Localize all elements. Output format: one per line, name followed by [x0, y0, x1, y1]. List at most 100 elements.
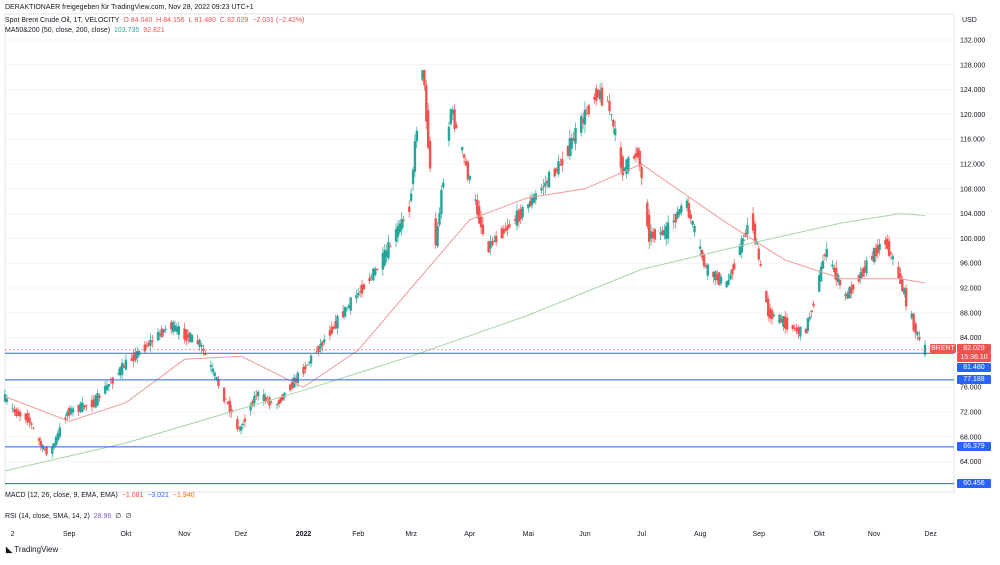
y-tick-label: 124.000: [960, 87, 985, 94]
candle-body: [398, 223, 402, 233]
candle-body: [164, 328, 167, 330]
candle-body: [672, 220, 675, 223]
candle-body: [515, 210, 519, 226]
candle-body: [874, 247, 878, 257]
ma-legend[interactable]: MA50&200 (50, close, 200, close) 103.735…: [5, 27, 167, 34]
x-tick-label: Mrz: [405, 531, 417, 538]
candle-body: [81, 402, 84, 412]
brent-symbol-tag: BRENT: [930, 344, 956, 353]
candle-body: [625, 159, 628, 175]
candle-body: [833, 267, 836, 273]
candle-body: [674, 214, 677, 223]
candle-body: [268, 397, 271, 406]
candle-body: [296, 372, 300, 383]
candle-body: [732, 263, 736, 270]
candle-body: [746, 225, 749, 235]
candle-body: [795, 327, 798, 331]
candle-body: [85, 405, 88, 407]
tradingview-logo-text: TradingView: [14, 545, 59, 554]
candle-body: [389, 246, 392, 248]
candle-body: [634, 152, 638, 158]
rsi-value-3: ∅: [125, 513, 132, 520]
candle-body: [222, 387, 226, 402]
candle-body: [451, 109, 454, 115]
symbol-line[interactable]: Spot Brent Crude Oil, 1T, VELOCITY O 84.0…: [5, 17, 306, 24]
candle-body: [323, 339, 326, 343]
y-tick-label: 132.000: [960, 38, 985, 45]
candle-body: [255, 395, 258, 396]
candle-body: [831, 264, 834, 267]
rsi-label: RSI (14, close, SMA, 14, 2): [5, 513, 90, 520]
rsi-value: 28.96: [93, 513, 112, 520]
candle-body: [553, 168, 556, 177]
x-tick-label: Okt: [814, 531, 825, 538]
candle-body: [30, 423, 33, 425]
candle-body: [281, 394, 284, 401]
x-tick-label: Nov: [868, 531, 881, 538]
candle-body: [370, 276, 373, 278]
y-tick-label: 108.000: [960, 186, 985, 193]
rsi-legend[interactable]: RSI (14, close, SMA, 14, 2) 28.96 ∅ ∅: [5, 512, 133, 520]
candle-body: [11, 407, 14, 409]
candle-body: [596, 90, 600, 97]
candle-body: [307, 362, 311, 364]
y-tick-label: 96.000: [960, 261, 982, 268]
candle-body: [462, 154, 466, 158]
ohlc-l-label: L: [188, 17, 193, 24]
candle-body: [385, 250, 388, 258]
candle-body: [188, 332, 192, 343]
level-tag-1: 81.480: [957, 363, 991, 372]
candle-body: [26, 413, 29, 423]
ma200-value: 103.735: [114, 27, 140, 34]
candle-body: [663, 229, 666, 236]
candle-body: [559, 164, 562, 166]
candle-body: [283, 392, 286, 398]
candle-body: [347, 305, 351, 309]
candle-body: [109, 382, 112, 384]
symbol-title: Spot Brent Crude Oil, 1T, VELOCITY: [5, 17, 120, 24]
candle-body: [579, 116, 583, 133]
macd-legend[interactable]: MACD (12, 26, close, 9, EMA, EMA) −1.081…: [5, 492, 197, 499]
candle-body: [765, 291, 768, 303]
candle-body: [355, 295, 358, 299]
candle-body: [279, 397, 283, 403]
candle-body: [887, 241, 891, 256]
x-tick-label: Dez: [924, 531, 937, 538]
candle-body: [111, 377, 114, 384]
candle-body: [224, 398, 228, 400]
candle-body: [494, 235, 498, 243]
candle-body: [846, 293, 849, 299]
candle-body: [453, 109, 456, 129]
candle-body: [810, 310, 813, 313]
candle-body: [360, 284, 364, 294]
y-tick-label: 128.000: [960, 62, 985, 69]
candle-body: [52, 443, 56, 448]
candle-body: [770, 310, 774, 320]
candle-body: [891, 256, 895, 260]
candle-body: [759, 263, 762, 266]
candle-body: [600, 87, 604, 106]
candle-body: [24, 413, 27, 421]
candle-body: [92, 399, 95, 407]
candle-body: [784, 316, 787, 329]
tradingview-logo[interactable]: ◣ TradingView: [6, 545, 58, 554]
candle-body: [402, 219, 405, 222]
candle-body: [175, 326, 179, 332]
y-tick-label: 76.000: [960, 385, 982, 392]
ohlc-open: 84.040: [130, 17, 153, 24]
candle-body: [768, 308, 772, 319]
candle-body: [149, 339, 152, 346]
candle-body: [861, 268, 864, 277]
candle-body: [374, 268, 377, 275]
candle-body: [646, 202, 649, 227]
candle-body: [256, 391, 260, 397]
candle-body: [904, 288, 908, 307]
candle-body: [381, 253, 385, 270]
candle-body: [275, 404, 279, 406]
candle-body: [362, 284, 366, 290]
candle-body: [528, 201, 532, 207]
candle-body: [309, 355, 313, 364]
candle-body: [627, 157, 630, 172]
candle-body: [731, 269, 734, 275]
